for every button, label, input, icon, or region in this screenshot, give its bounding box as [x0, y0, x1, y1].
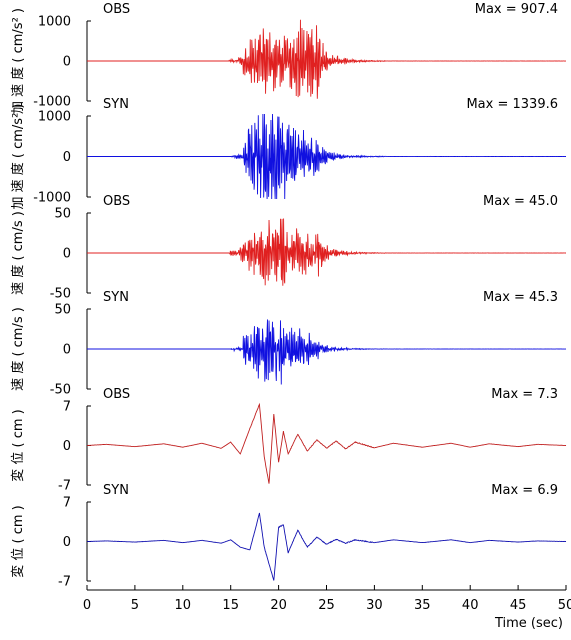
- series-label: SYN: [103, 483, 129, 498]
- y-tick-label: 0: [63, 439, 71, 454]
- x-tick-label: 20: [270, 598, 287, 613]
- max-value-label: Max = 45.3: [483, 290, 558, 305]
- series-label: SYN: [103, 290, 129, 305]
- x-tick-label: 40: [462, 598, 479, 613]
- series-label: SYN: [103, 97, 129, 112]
- y-tick-label: 7: [63, 496, 71, 511]
- y-tick-label: 0: [63, 55, 71, 70]
- x-tick-label: 0: [83, 598, 91, 613]
- waveform-line: [87, 113, 567, 200]
- waveform-line: [87, 19, 566, 99]
- x-tick-label: 5: [131, 598, 139, 613]
- x-axis-label: Time (sec): [494, 616, 563, 631]
- x-axis: 0 5 10 15 20 25 30 35 40 45 50 Time (sec): [83, 585, 571, 631]
- series-label: OBS: [103, 194, 130, 209]
- y-axis-label: 加 速 度 ( cm/s² ): [10, 104, 26, 210]
- y-tick-label: -7: [58, 479, 71, 494]
- x-tick-label: 15: [222, 598, 239, 613]
- y-tick-label: 50: [54, 303, 71, 318]
- x-tick-label: 30: [366, 598, 383, 613]
- y-axis-label: 変 位 ( cm ): [10, 505, 26, 577]
- y-tick-label: 50: [54, 207, 71, 222]
- y-tick-label: -7: [58, 575, 71, 590]
- y-tick-label: 0: [63, 247, 71, 262]
- max-value-label: Max = 45.0: [483, 194, 558, 209]
- waveform-line: [87, 319, 567, 385]
- y-tick-label: 1000: [38, 110, 71, 125]
- y-axis-label: 加 速 度 ( cm/s² ): [10, 8, 26, 114]
- y-axis-label: 変 位 ( cm ): [10, 409, 26, 481]
- y-tick-label: 0: [63, 150, 71, 165]
- y-tick-label: -50: [50, 383, 71, 398]
- waveform-line: [86, 402, 567, 484]
- y-tick-label: 0: [63, 535, 71, 550]
- x-tick-label: 35: [414, 598, 431, 613]
- y-axis-label: 速 度 ( cm/s ): [10, 307, 26, 391]
- waveform-line: [87, 218, 566, 286]
- y-tick-label: 0: [63, 343, 71, 358]
- x-tick-label: 25: [318, 598, 335, 613]
- y-axis-label: 速 度 ( cm/s ): [10, 211, 26, 295]
- series-label: OBS: [103, 2, 130, 17]
- x-tick-label: 10: [175, 598, 192, 613]
- panel-2: 1000 0 -1000 加 速 度 ( cm/s² ) SYN Max = 1339.6: [10, 97, 567, 210]
- max-value-label: Max = 7.3: [491, 387, 558, 402]
- x-tick-label: 45: [510, 598, 527, 613]
- max-value-label: Max = 1339.6: [466, 97, 558, 112]
- panel-1: 1000 0 -1000 加 速 度 ( cm/s² ) OBS Max = 907.4: [10, 2, 566, 114]
- panel-5: 7 0 -7 変 位 ( cm ) OBS Max = 7.3: [10, 387, 567, 494]
- y-tick-label: 7: [63, 400, 71, 415]
- y-tick-label: -1000: [33, 191, 71, 206]
- panel-4: 50 0 -50 速 度 ( cm/s ) SYN Max = 45.3: [10, 290, 567, 398]
- panel-6: 7 0 -7 変 位 ( cm ) SYN Max = 6.9: [10, 483, 567, 590]
- series-label: OBS: [103, 387, 130, 402]
- y-tick-label: -1000: [33, 95, 71, 110]
- waveform-line: [86, 512, 567, 581]
- max-value-label: Max = 907.4: [475, 2, 558, 17]
- x-tick-label: 50: [558, 598, 571, 613]
- y-tick-label: 1000: [38, 15, 71, 30]
- y-tick-label: -50: [50, 287, 71, 302]
- max-value-label: Max = 6.9: [491, 483, 558, 498]
- panel-3: 50 0 -50 速 度 ( cm/s ) OBS Max = 45.0: [10, 194, 566, 302]
